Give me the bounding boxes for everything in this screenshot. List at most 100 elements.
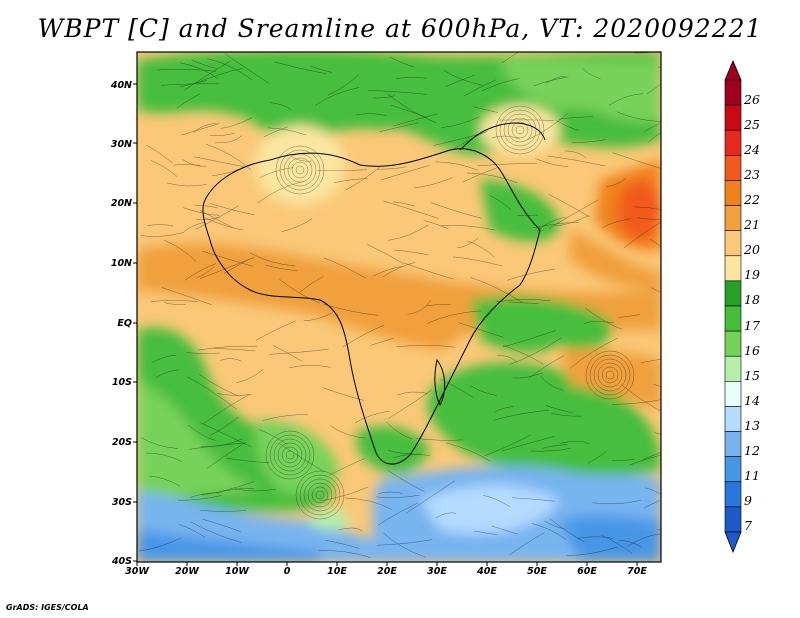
streamline (383, 532, 427, 558)
streamline (496, 355, 518, 363)
vortex-streamline (277, 442, 303, 468)
vortex-streamline (285, 450, 295, 460)
streamline (470, 385, 497, 396)
streamline (569, 337, 618, 369)
streamline (141, 437, 178, 449)
streamline (192, 68, 243, 85)
streamline (435, 512, 457, 519)
streamline (255, 320, 296, 341)
vortex-streamline (307, 482, 333, 508)
streamline (145, 452, 182, 463)
lat-label-eq: EQ (117, 318, 132, 329)
streamline (387, 94, 437, 124)
streamline (470, 277, 523, 304)
streamline (646, 83, 661, 95)
lon-label-20e: 20E (377, 566, 397, 577)
streamline (372, 95, 395, 99)
streamline (278, 442, 325, 473)
streamline (440, 379, 474, 398)
lon-label-30e: 30E (427, 566, 447, 577)
streamline (458, 322, 505, 338)
streamline (414, 177, 453, 189)
colorbar-swatch (724, 355, 742, 382)
streamline (226, 457, 269, 463)
streamline (540, 375, 564, 391)
colorbar-label: 15 (744, 367, 760, 383)
streamline (310, 65, 332, 73)
streamline (355, 113, 387, 117)
colorbar-swatch (724, 506, 742, 533)
lon-label-40e: 40E (477, 566, 497, 577)
streamline (660, 163, 661, 165)
streamline (466, 172, 517, 183)
streamline (473, 106, 498, 113)
streamline (657, 67, 661, 68)
streamline (258, 429, 288, 445)
streamline (220, 358, 242, 362)
colorbar-swatch (724, 431, 742, 457)
streamline (388, 389, 432, 419)
streamline (180, 80, 208, 88)
streamline (423, 220, 449, 230)
streamline (213, 348, 256, 352)
streamline (405, 480, 455, 514)
streamline (224, 53, 270, 84)
streamline (542, 444, 568, 449)
streamline (303, 312, 334, 322)
vortex-streamline (303, 478, 337, 512)
streamline (327, 74, 359, 96)
streamline (206, 442, 246, 469)
streamline (583, 321, 614, 324)
streamline (196, 266, 215, 278)
lat-label-40n: 40N (110, 80, 132, 91)
streamline (545, 76, 566, 84)
colorbar-top-arrow (724, 59, 742, 81)
streamline (491, 525, 518, 535)
lon-label-0: 0 (283, 566, 291, 577)
streamline (354, 410, 390, 424)
streamline (499, 119, 554, 121)
colorbar-label: 12 (744, 443, 760, 459)
streamline (269, 348, 329, 355)
streamline (506, 268, 555, 281)
streamline (380, 165, 430, 181)
colorbar-swatch (724, 456, 742, 483)
colorbar-label: 11 (744, 468, 760, 484)
streamline (388, 224, 429, 241)
streamline (188, 424, 216, 441)
colorbar-swatch (724, 381, 742, 407)
vortex-streamline (295, 470, 345, 520)
streamline (288, 365, 331, 369)
streamline (386, 421, 413, 440)
streamline (210, 203, 255, 216)
lat-label-20n: 20N (110, 198, 132, 209)
vortex-streamline (315, 490, 325, 500)
streamline (373, 266, 403, 277)
streamline (149, 475, 180, 487)
streamline (320, 486, 369, 502)
streamline (564, 150, 587, 159)
vortex-streamline (597, 362, 623, 388)
lon-label-10w: 10W (225, 566, 249, 577)
streamline (566, 546, 618, 556)
streamline (206, 144, 252, 170)
streamline (367, 90, 427, 95)
streamline (291, 156, 312, 162)
streamline (345, 165, 382, 191)
streamline (452, 256, 503, 267)
vortex-streamline (279, 149, 321, 191)
streamline (606, 178, 626, 188)
streamline (388, 450, 422, 455)
colorbar-swatch (724, 280, 742, 307)
streamline (190, 521, 242, 543)
streamline (650, 287, 661, 293)
streamline (223, 258, 250, 274)
colorbar-label: 20 (744, 242, 760, 258)
colorbar-label: 18 (744, 292, 760, 308)
streamline (257, 180, 305, 204)
vortex-streamline (503, 113, 537, 147)
streamline (270, 102, 292, 110)
streamline (146, 144, 173, 164)
streamline (164, 239, 197, 262)
streamline (198, 374, 239, 397)
